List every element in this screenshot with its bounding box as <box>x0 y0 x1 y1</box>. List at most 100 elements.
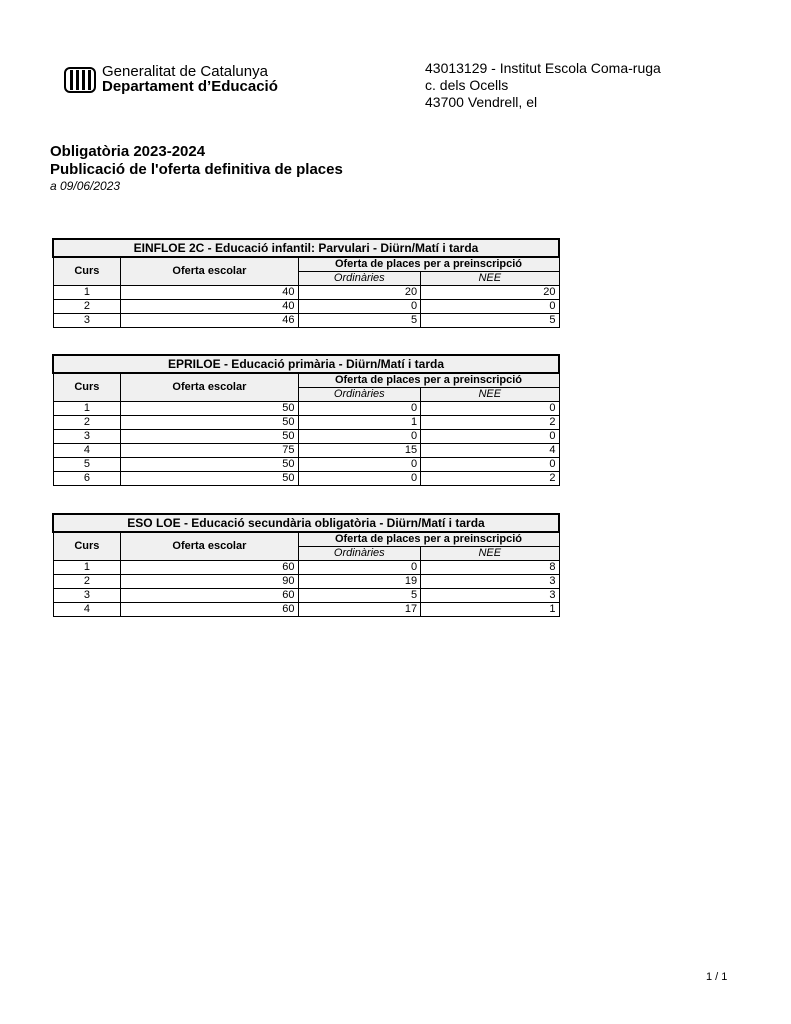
cell: 17 <box>297 602 422 617</box>
table-row: 1 40 20 20 <box>52 285 560 300</box>
col-ordinaries: Ordinàries <box>297 387 422 402</box>
page-number: 1 / 1 <box>706 971 728 983</box>
col-oferta-escolar: Oferta escolar <box>120 372 299 402</box>
col-oferta-escolar: Oferta escolar <box>120 531 299 561</box>
table-row: 5 50 0 0 <box>52 457 560 472</box>
cell: 50 <box>120 471 299 486</box>
cell: 1 <box>420 602 560 617</box>
cell: 1 <box>52 285 122 300</box>
table-row: 1 50 0 0 <box>52 401 560 416</box>
cell: 40 <box>120 285 299 300</box>
cell: 0 <box>297 299 422 314</box>
cell: 0 <box>420 299 560 314</box>
cell: 60 <box>120 588 299 603</box>
col-nee: NEE <box>420 546 560 561</box>
col-ordinaries: Ordinàries <box>297 546 422 561</box>
doc-subtitle: Publicació de l'oferta definitiva de pla… <box>50 161 343 178</box>
cell: 1 <box>52 560 122 575</box>
table-title: EPRILOE - Educació primària - Diürn/Matí… <box>52 354 560 374</box>
cell: 2 <box>52 299 122 314</box>
cell: 75 <box>120 443 299 458</box>
doc-date: a 09/06/2023 <box>50 179 121 193</box>
table-row: 2 40 0 0 <box>52 299 560 314</box>
cell: 0 <box>420 401 560 416</box>
cell: 4 <box>52 602 122 617</box>
cell: 3 <box>420 588 560 603</box>
table-title: ESO LOE - Educació secundària obligatòri… <box>52 513 560 533</box>
coat-of-arms-icon <box>64 66 96 93</box>
logo-line1: Generalitat de Catalunya <box>102 63 268 80</box>
cell: 0 <box>420 457 560 472</box>
cell: 40 <box>120 299 299 314</box>
generalitat-logo: Generalitat de Catalunya Departament d’E… <box>64 64 278 95</box>
places-table: EPRILOE - Educació primària - Diürn/Matí… <box>52 354 560 486</box>
cell: 0 <box>420 429 560 444</box>
table-title: EINFLOE 2C - Educació infantil: Parvular… <box>52 238 560 258</box>
cell: 2 <box>52 415 122 430</box>
cell: 50 <box>120 457 299 472</box>
table-row: 3 46 5 5 <box>52 313 560 328</box>
cell: 19 <box>297 574 422 589</box>
cell: 3 <box>52 313 122 328</box>
school-address: 43013129 - Institut Escola Coma-ruga c. … <box>425 60 661 111</box>
school-name: 43013129 - Institut Escola Coma-ruga <box>425 60 661 76</box>
cell: 0 <box>297 471 422 486</box>
table-row: 3 50 0 0 <box>52 429 560 444</box>
col-curs: Curs <box>52 256 122 286</box>
places-table: ESO LOE - Educació secundària obligatòri… <box>52 513 560 617</box>
cell: 2 <box>420 471 560 486</box>
table-row: 6 50 0 2 <box>52 471 560 486</box>
cell: 3 <box>52 429 122 444</box>
table-row: 3 60 5 3 <box>52 588 560 603</box>
col-nee: NEE <box>420 271 560 286</box>
cell: 20 <box>297 285 422 300</box>
col-oferta-escolar: Oferta escolar <box>120 256 299 286</box>
col-ordinaries: Ordinàries <box>297 271 422 286</box>
cell: 60 <box>120 602 299 617</box>
cell: 0 <box>297 401 422 416</box>
table-row: 2 90 19 3 <box>52 574 560 589</box>
cell: 90 <box>120 574 299 589</box>
places-table: EINFLOE 2C - Educació infantil: Parvular… <box>52 238 560 328</box>
col-preinscripcio: Oferta de places per a preinscripció <box>297 531 560 547</box>
col-preinscripcio: Oferta de places per a preinscripció <box>297 256 560 272</box>
cell: 3 <box>420 574 560 589</box>
col-curs: Curs <box>52 372 122 402</box>
cell: 1 <box>297 415 422 430</box>
document-titles: Obligatòria 2023-2024 Publicació de l'of… <box>50 143 343 193</box>
cell: 5 <box>52 457 122 472</box>
city: 43700 Vendrell, el <box>425 94 538 110</box>
cell: 5 <box>297 588 422 603</box>
cell: 8 <box>420 560 560 575</box>
cell: 50 <box>120 415 299 430</box>
cell: 0 <box>297 457 422 472</box>
cell: 2 <box>420 415 560 430</box>
cell: 60 <box>120 560 299 575</box>
cell: 20 <box>420 285 560 300</box>
cell: 5 <box>420 313 560 328</box>
col-preinscripcio: Oferta de places per a preinscripció <box>297 372 560 388</box>
table-row: 2 50 1 2 <box>52 415 560 430</box>
cell: 46 <box>120 313 299 328</box>
cell: 50 <box>120 401 299 416</box>
cell: 50 <box>120 429 299 444</box>
col-curs: Curs <box>52 531 122 561</box>
doc-title: Obligatòria 2023-2024 <box>50 143 206 160</box>
cell: 6 <box>52 471 122 486</box>
table-row: 4 75 15 4 <box>52 443 560 458</box>
cell: 15 <box>297 443 422 458</box>
street: c. dels Ocells <box>425 77 509 93</box>
cell: 2 <box>52 574 122 589</box>
cell: 5 <box>297 313 422 328</box>
table-row: 1 60 0 8 <box>52 560 560 575</box>
cell: 3 <box>52 588 122 603</box>
logo-line2: Departament d’Educació <box>102 78 278 95</box>
cell: 0 <box>297 560 422 575</box>
cell: 4 <box>420 443 560 458</box>
cell: 4 <box>52 443 122 458</box>
col-nee: NEE <box>420 387 560 402</box>
table-row: 4 60 17 1 <box>52 602 560 617</box>
cell: 1 <box>52 401 122 416</box>
cell: 0 <box>297 429 422 444</box>
